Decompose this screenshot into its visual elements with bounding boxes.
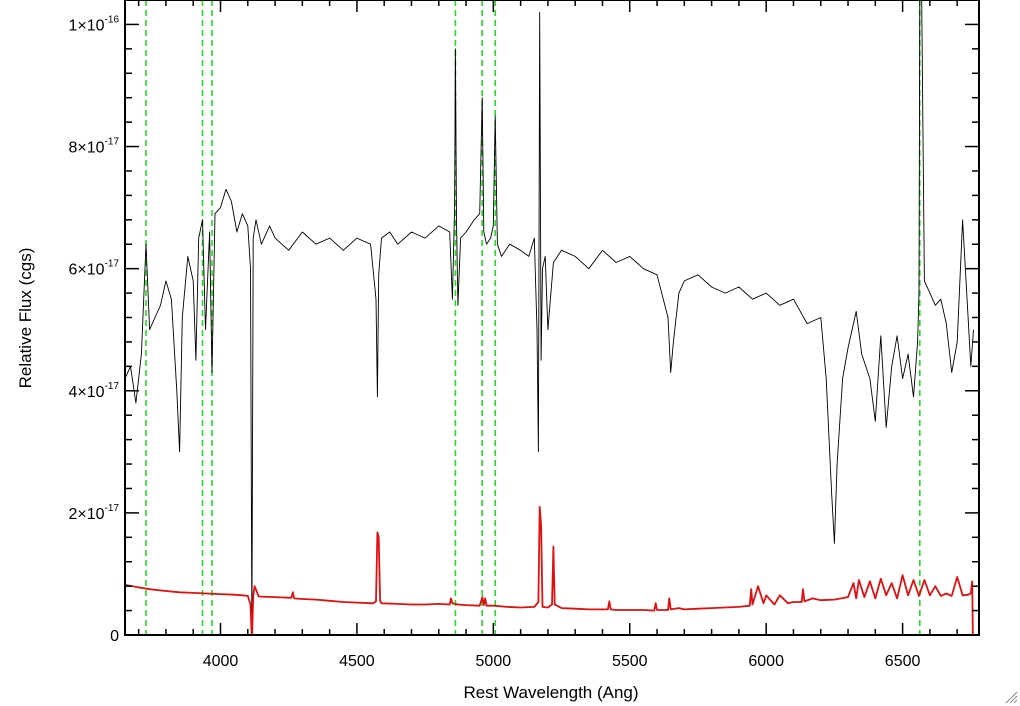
- x-axis-label: Rest Wavelength (Ang): [463, 683, 638, 702]
- x-tick-label: 5500: [612, 653, 648, 670]
- error-spectrum-line: [125, 505, 974, 635]
- x-axis-ticks: 4000 4500 5000 5500 6000 6500: [137, 0, 958, 670]
- y-tick-label: 4×10-17: [69, 381, 120, 401]
- y-tick-label: 8×10-17: [69, 137, 120, 157]
- y-tick-label: 6×10-17: [69, 259, 120, 279]
- x-tick-label: 6500: [885, 653, 921, 670]
- resize-grip-icon[interactable]: [1004, 690, 1018, 704]
- series-layer: [125, 0, 974, 635]
- x-tick-label: 4000: [203, 653, 239, 670]
- flux-spectrum-line: [125, 0, 974, 635]
- y-tick-label: 1×10-16: [69, 14, 120, 34]
- y-tick-label: 0: [110, 628, 119, 645]
- x-tick-label: 4500: [339, 653, 375, 670]
- y-axis-label: Relative Flux (cgs): [16, 248, 35, 389]
- x-tick-label: 6000: [748, 653, 784, 670]
- y-axis-ticks: 0 2×10-17 4×10-17 6×10-17 8×10-17 1×10-16: [69, 14, 979, 645]
- x-tick-label: 5000: [476, 653, 512, 670]
- y-tick-label: 2×10-17: [69, 503, 120, 523]
